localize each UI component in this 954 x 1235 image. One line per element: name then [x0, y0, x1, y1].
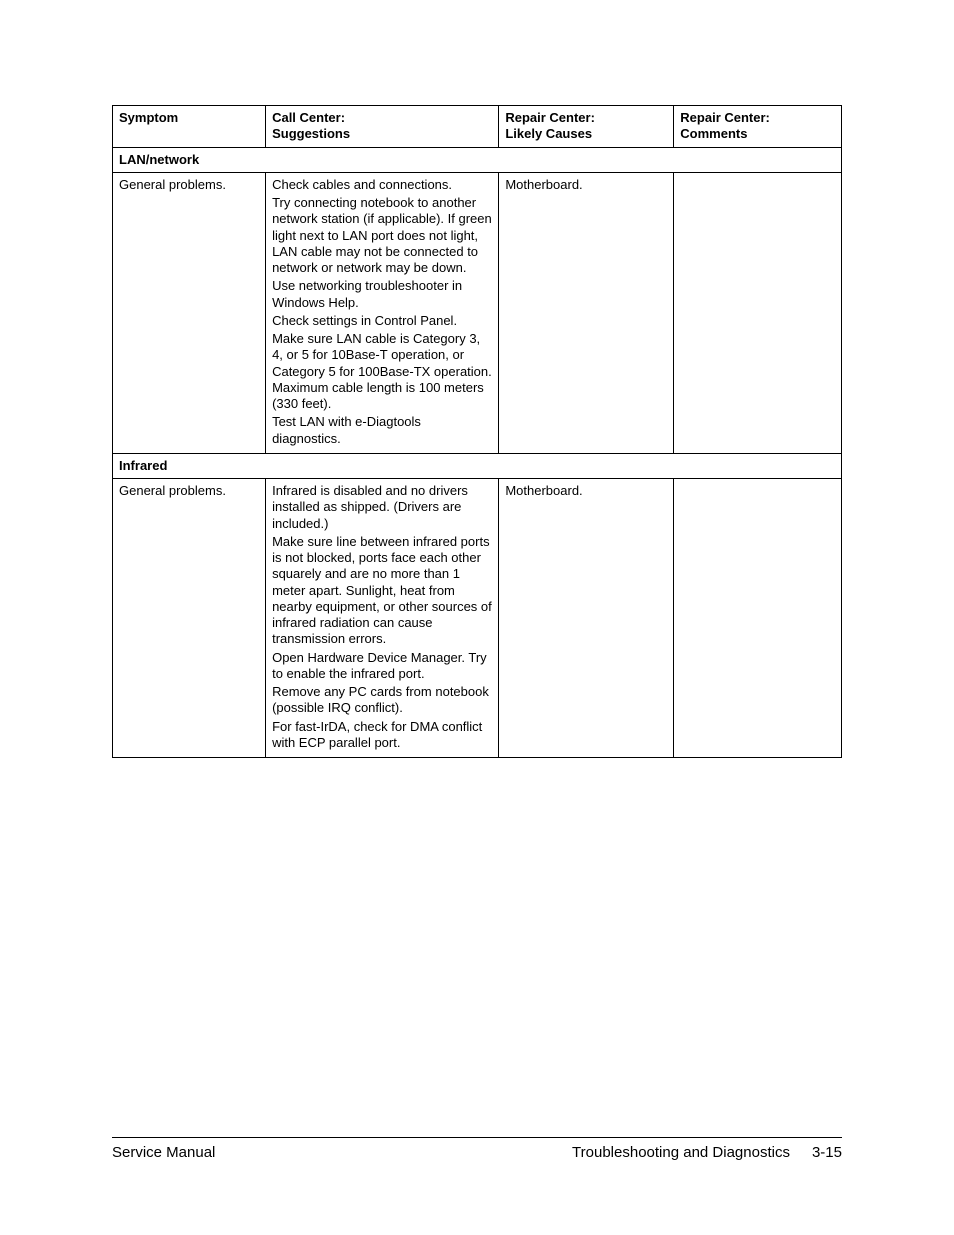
comments-cell: [674, 479, 842, 758]
suggestions-cell: Check cables and connections. Try connect…: [266, 172, 499, 453]
header-col4-line2: Comments: [680, 126, 835, 142]
suggestion-item: Check cables and connections.: [272, 177, 492, 193]
suggestion-item: Open Hardware Device Manager. Try to ena…: [272, 650, 492, 683]
header-suggestions: Call Center: Suggestions: [266, 106, 499, 148]
footer-title: Troubleshooting and Diagnostics: [572, 1144, 790, 1161]
causes-cell: Motherboard.: [499, 172, 674, 453]
suggestion-item: Remove any PC cards from notebook (possi…: [272, 684, 492, 717]
suggestion-item: Infrared is disabled and no drivers inst…: [272, 483, 492, 532]
header-comments: Repair Center: Comments: [674, 106, 842, 148]
suggestion-item: Check settings in Control Panel.: [272, 313, 492, 329]
section-header: Infrared: [113, 453, 842, 478]
section-header: LAN/network: [113, 147, 842, 172]
suggestion-item: For fast-IrDA, check for DMA conflict wi…: [272, 719, 492, 752]
suggestion-item: Make sure line between infrared ports is…: [272, 534, 492, 648]
header-col3-line2: Likely Causes: [505, 126, 667, 142]
suggestions-cell: Infrared is disabled and no drivers inst…: [266, 479, 499, 758]
header-col2-line2: Suggestions: [272, 126, 492, 142]
footer-page-number: 3-15: [812, 1144, 842, 1161]
table-header-row: Symptom Call Center: Suggestions Repair …: [113, 106, 842, 148]
table-row: General problems.Infrared is disabled an…: [113, 479, 842, 758]
suggestion-item: Use networking troubleshooter in Windows…: [272, 278, 492, 311]
header-col1-line2: Symptom: [119, 110, 259, 126]
causes-cell: Motherboard.: [499, 479, 674, 758]
footer-left: Service Manual: [112, 1144, 215, 1161]
header-symptom: Symptom: [113, 106, 266, 148]
suggestion-item: Make sure LAN cable is Category 3, 4, or…: [272, 331, 492, 412]
header-col4-line1: Repair Center:: [680, 110, 835, 126]
page: Symptom Call Center: Suggestions Repair …: [0, 0, 954, 1235]
header-col2-line1: Call Center:: [272, 110, 492, 126]
suggestion-item: Try connecting notebook to another netwo…: [272, 195, 492, 276]
header-causes: Repair Center: Likely Causes: [499, 106, 674, 148]
footer-right: Troubleshooting and Diagnostics 3-15: [572, 1144, 842, 1161]
page-footer: Service Manual Troubleshooting and Diagn…: [112, 1137, 842, 1161]
comments-cell: [674, 172, 842, 453]
symptom-cell: General problems.: [113, 172, 266, 453]
header-col3-line1: Repair Center:: [505, 110, 667, 126]
suggestion-item: Test LAN with e-Diagtools diagnostics.: [272, 414, 492, 447]
troubleshooting-table: Symptom Call Center: Suggestions Repair …: [112, 105, 842, 758]
table-body: LAN/networkGeneral problems.Check cables…: [113, 147, 842, 758]
symptom-cell: General problems.: [113, 479, 266, 758]
table-row: General problems.Check cables and connec…: [113, 172, 842, 453]
